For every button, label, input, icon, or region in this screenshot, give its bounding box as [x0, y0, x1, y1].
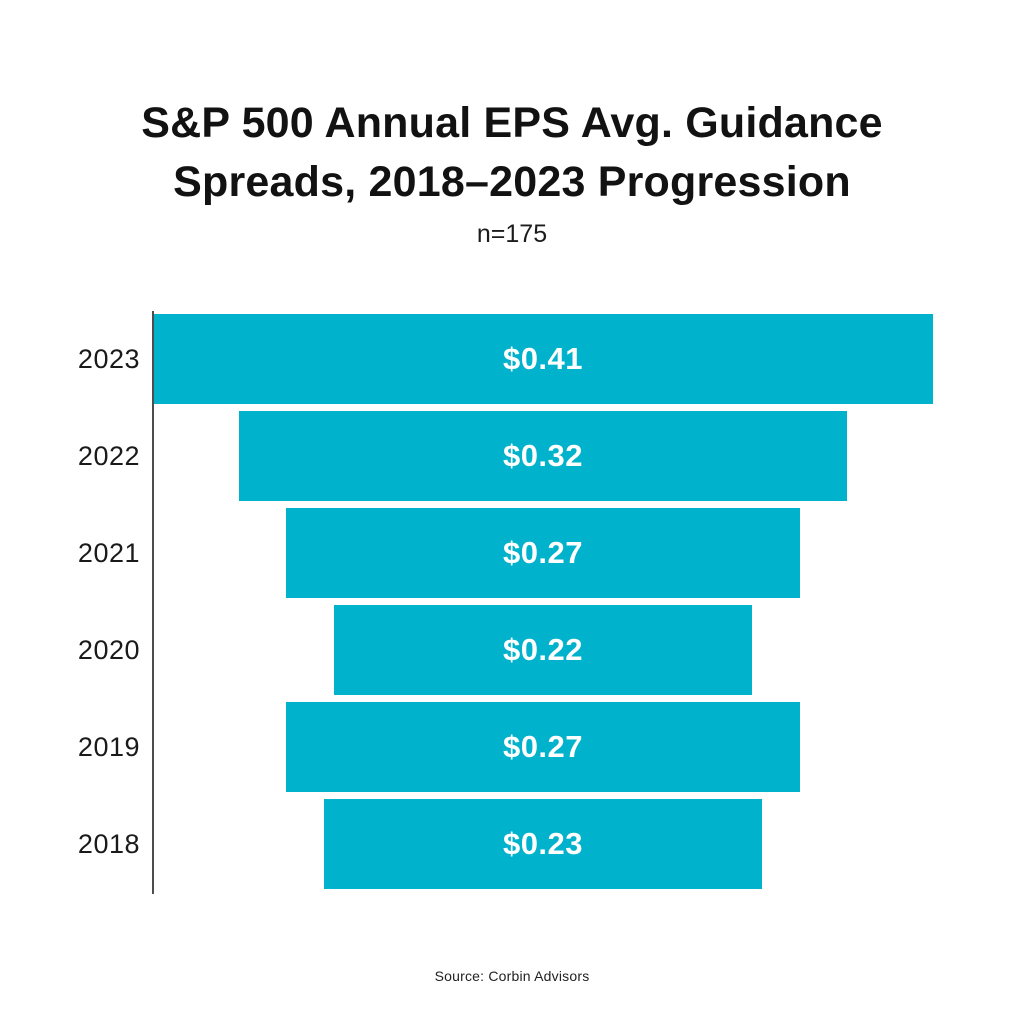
- title-line-1: S&P 500 Annual EPS Avg. Guidance: [141, 99, 883, 147]
- year-label-2019: 2019: [77, 731, 140, 762]
- bar-2020: $0.22: [333, 605, 753, 695]
- title-line-2: Spreads, 2018–2023 Progression: [173, 158, 851, 206]
- year-label-2018: 2018: [77, 828, 140, 859]
- bar-value-label: $0.27: [502, 535, 584, 570]
- year-label-2023: 2023: [77, 343, 140, 374]
- bar-2018: $0.23: [324, 799, 762, 889]
- bar-2022: $0.32: [238, 411, 848, 501]
- bar-2023: $0.41: [153, 314, 933, 404]
- source-note: Source: Corbin Advisors: [434, 968, 590, 984]
- chart-subtitle: n=175: [476, 220, 548, 248]
- bar-value-label: $0.41: [502, 341, 584, 376]
- year-label-2022: 2022: [77, 440, 140, 471]
- bar-2021: $0.27: [286, 508, 800, 598]
- year-label-2020: 2020: [77, 634, 140, 665]
- bar-value-label: $0.23: [502, 826, 584, 861]
- y-axis-category-labels: 2023 2022 2021 2020 2019 2018: [0, 314, 153, 889]
- year-label-2021: 2021: [77, 537, 140, 568]
- bar-2019: $0.27: [286, 702, 800, 792]
- bar-value-label: $0.32: [502, 438, 584, 473]
- y-axis-line: [152, 311, 154, 894]
- bar-value-label: $0.27: [502, 729, 584, 764]
- chart-header: S&P 500 Annual EPS Avg. Guidance Spreads…: [0, 94, 1024, 249]
- plot-area: $0.41 $0.32 $0.27 $0.22 $0.27 $0.23: [152, 311, 933, 894]
- funnel-bar-chart: 2023 2022 2021 2020 2019 2018 $0.41 $0.3…: [0, 311, 1024, 894]
- bar-value-label: $0.22: [502, 632, 584, 667]
- page-title: S&P 500 Annual EPS Avg. Guidance Spreads…: [0, 94, 1024, 212]
